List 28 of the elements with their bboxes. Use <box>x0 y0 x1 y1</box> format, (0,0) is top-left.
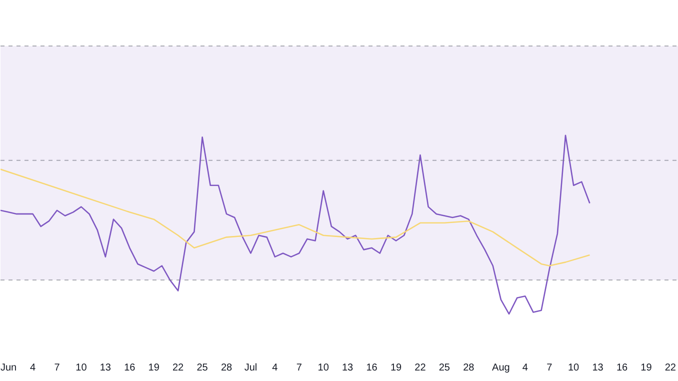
x-tick-label: 10 <box>568 362 580 374</box>
x-tick-label: 19 <box>390 362 402 374</box>
x-tick-label: 7 <box>546 362 553 374</box>
x-tick-label: 28 <box>220 362 232 374</box>
x-tick-label: 4 <box>522 362 528 374</box>
x-tick-label: 16 <box>366 362 378 374</box>
x-tick-label: 19 <box>640 362 652 374</box>
x-tick-label: 19 <box>148 362 160 374</box>
x-tick-label: 16 <box>124 362 136 374</box>
x-tick-label: 22 <box>414 362 426 374</box>
x-tick-label: 22 <box>664 362 676 374</box>
x-tick-label: 25 <box>196 362 208 374</box>
x-tick-label: 7 <box>54 362 60 374</box>
x-tick-label: 25 <box>438 362 450 374</box>
x-tick-label: Jul <box>244 362 258 374</box>
x-tick-label: Aug <box>492 362 510 374</box>
x-tick-label: 10 <box>76 362 88 374</box>
x-tick-label: 13 <box>100 362 112 374</box>
x-tick-label: 4 <box>272 362 278 374</box>
x-tick-label: 4 <box>30 362 36 374</box>
x-tick-label: 13 <box>592 362 604 374</box>
x-tick-label: 22 <box>172 362 184 374</box>
x-tick-label: 13 <box>342 362 354 374</box>
x-tick-label: Jun <box>0 362 17 374</box>
x-tick-label: 7 <box>296 362 302 374</box>
x-tick-label: 16 <box>616 362 628 374</box>
x-tick-label: 10 <box>318 362 330 374</box>
x-tick-label: 28 <box>463 362 475 374</box>
